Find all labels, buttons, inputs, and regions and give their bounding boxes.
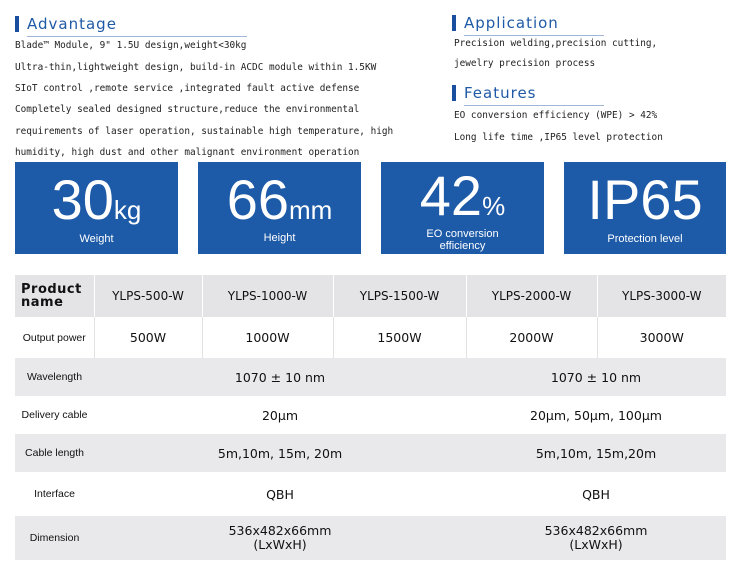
- features-line-1: EO conversion efficiency (WPE) > 42%: [454, 110, 658, 121]
- stat-efficiency-label-2: efficiency: [439, 240, 486, 252]
- heading-bar: [15, 16, 19, 32]
- heading-bar: [452, 15, 456, 31]
- model-header: YLPS-500-W: [94, 275, 203, 317]
- features-title: Features: [464, 84, 537, 102]
- application-line-2: jewelry precision process: [454, 58, 596, 69]
- dimension-right-line-2: (LxWxH): [569, 537, 623, 552]
- features-line-2: Long life time ,IP65 level protection: [454, 132, 663, 143]
- advantage-heading: Advantage: [15, 14, 247, 37]
- row-label-output-power: Output power: [15, 317, 95, 358]
- model-header: YLPS-2000-W: [466, 275, 598, 317]
- table-cell: 536x482x66mm (LxWxH): [466, 516, 726, 560]
- table-row-cable-length: Cable length 5m,10m, 15m, 20m 5m,10m, 15…: [15, 434, 726, 472]
- stat-protection-label: Protection level: [607, 233, 683, 245]
- table-cell: 1500W: [333, 317, 467, 358]
- stat-height: 66mm Height: [198, 162, 361, 254]
- table-row-interface: Interface QBH QBH: [15, 472, 726, 516]
- stat-efficiency-value-group: 42%: [381, 164, 544, 238]
- advantage-line-3: SIoT control ,remote service ,integrated…: [15, 83, 360, 94]
- stat-protection-value-group: IP65: [564, 168, 726, 242]
- stat-height-unit: mm: [288, 195, 333, 225]
- table-cell: 5m,10m, 15m,20m: [466, 434, 726, 472]
- table-cell: 3000W: [597, 317, 726, 358]
- stat-height-value: 66: [226, 168, 289, 231]
- table-cell: 1000W: [202, 317, 334, 358]
- table-cell: 20μm: [94, 396, 466, 434]
- features-heading: Features: [452, 83, 604, 106]
- advantage-title: Advantage: [27, 15, 117, 33]
- table-cell: 20μm, 50μm, 100μm: [466, 396, 726, 434]
- product-name-line-1: Product: [21, 282, 82, 297]
- row-label-interface: Interface: [15, 472, 94, 516]
- heading-underline: [464, 35, 604, 36]
- heading-underline: [27, 36, 247, 37]
- heading-bar: [452, 85, 456, 101]
- stat-weight-value: 30: [51, 168, 114, 231]
- advantage-line-5: requirements of laser operation, sustain…: [15, 126, 394, 137]
- heading-underline: [464, 105, 604, 106]
- table-cell: 536x482x66mm (LxWxH): [94, 516, 466, 560]
- model-header: YLPS-3000-W: [597, 275, 726, 317]
- advantage-line-1: Blade™ Module, 9" 1.5U design,weight<30k…: [15, 40, 247, 51]
- stat-weight: 30kg Weight: [15, 162, 178, 254]
- table-cell: QBH: [94, 472, 466, 516]
- table-cell: 1070 ± 10 nm: [94, 358, 466, 396]
- product-name-header: Product name: [15, 275, 95, 317]
- advantage-line-6: humidity, high dust and other malignant …: [15, 147, 360, 158]
- application-heading: Application: [452, 13, 604, 36]
- stat-efficiency-unit: %: [482, 191, 506, 221]
- table-row-output-power: Output power 500W 1000W 1500W 2000W 3000…: [15, 317, 726, 358]
- product-name-line-2: name: [21, 295, 64, 310]
- stat-weight-unit: kg: [113, 195, 142, 225]
- stat-efficiency-value: 42: [419, 164, 483, 227]
- row-label-cable-length: Cable length: [15, 434, 94, 472]
- table-row-dimension: Dimension 536x482x66mm (LxWxH) 536x482x6…: [15, 516, 726, 560]
- application-line-1: Precision welding,precision cutting,: [454, 38, 658, 49]
- table-cell: 1070 ± 10 nm: [466, 358, 726, 396]
- row-label-delivery-cable: Delivery cable: [15, 396, 94, 434]
- table-cell: 2000W: [466, 317, 598, 358]
- advantage-line-2: Ultra-thin,lightweight design, build-in …: [15, 62, 377, 73]
- stat-efficiency-label-1: EO conversion: [426, 228, 499, 240]
- table-cell: 500W: [94, 317, 203, 358]
- stat-weight-label: Weight: [79, 233, 114, 245]
- dimension-left-line-1: 536x482x66mm: [228, 523, 332, 538]
- stat-height-value-group: 66mm: [198, 168, 361, 242]
- model-header: YLPS-1000-W: [202, 275, 334, 317]
- stat-efficiency: 42% EO conversion efficiency: [381, 162, 544, 254]
- advantage-line-4: Completely sealed designed structure,red…: [15, 104, 360, 115]
- stat-protection: IP65 Protection level: [564, 162, 726, 254]
- table-cell: QBH: [466, 472, 726, 516]
- table-header-row: Product name YLPS-500-W YLPS-1000-W YLPS…: [15, 275, 726, 317]
- stat-protection-value: IP65: [587, 168, 703, 231]
- application-title: Application: [464, 14, 559, 32]
- row-label-dimension: Dimension: [15, 516, 94, 560]
- spec-table: Product name YLPS-500-W YLPS-1000-W YLPS…: [15, 275, 726, 560]
- table-row-wavelength: Wavelength 1070 ± 10 nm 1070 ± 10 nm: [15, 358, 726, 396]
- row-label-wavelength: Wavelength: [15, 358, 94, 396]
- stat-weight-value-group: 30kg: [15, 168, 178, 242]
- dimension-left-line-2: (LxWxH): [253, 537, 307, 552]
- table-row-delivery-cable: Delivery cable 20μm 20μm, 50μm, 100μm: [15, 396, 726, 434]
- stat-height-label: Height: [263, 232, 296, 244]
- model-header: YLPS-1500-W: [333, 275, 467, 317]
- table-cell: 5m,10m, 15m, 20m: [94, 434, 466, 472]
- dimension-right-line-1: 536x482x66mm: [544, 523, 648, 538]
